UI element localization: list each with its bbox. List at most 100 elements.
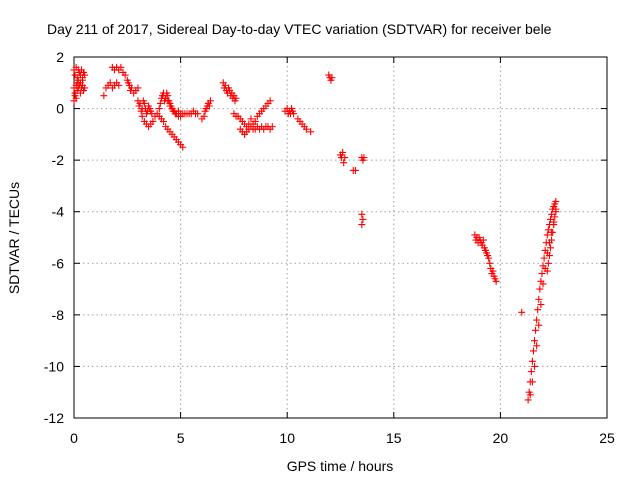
- data-point: [358, 210, 366, 218]
- x-tick-label: 5: [177, 430, 185, 446]
- data-point: [489, 267, 497, 275]
- data-point: [81, 84, 89, 92]
- y-tick-label: -10: [44, 358, 64, 374]
- data-point: [341, 154, 349, 162]
- plot-frame: [73, 56, 608, 419]
- y-tick-label: 2: [56, 49, 64, 65]
- data-point: [79, 76, 87, 84]
- data-point: [492, 277, 500, 285]
- data-point: [534, 306, 542, 314]
- data-point: [232, 94, 240, 102]
- y-tick-label: -2: [52, 152, 65, 168]
- data-point: [535, 295, 543, 303]
- data-point: [526, 391, 534, 399]
- data-point: [140, 99, 148, 107]
- data-series: [70, 63, 560, 404]
- x-tick-label: 10: [279, 430, 295, 446]
- y-axis-label: SDTVAR / TECUs: [6, 182, 22, 294]
- data-point: [548, 236, 556, 244]
- data-point: [539, 280, 547, 288]
- data-point: [358, 221, 366, 229]
- data-point: [149, 117, 157, 125]
- x-tick-label: 20: [493, 430, 509, 446]
- data-point: [479, 236, 487, 244]
- data-point: [121, 71, 129, 79]
- data-point: [307, 128, 315, 136]
- data-point: [179, 143, 187, 151]
- data-point: [194, 110, 202, 118]
- data-point: [81, 71, 89, 79]
- y-tick-label: -12: [44, 410, 64, 426]
- data-point: [551, 213, 559, 221]
- data-point: [106, 79, 114, 87]
- data-point: [531, 337, 539, 345]
- data-point: [205, 102, 213, 110]
- data-point: [138, 112, 146, 120]
- x-tick-label: 0: [70, 430, 78, 446]
- data-point: [268, 123, 276, 131]
- data-point: [117, 63, 125, 71]
- data-point: [351, 166, 359, 174]
- data-point: [545, 252, 553, 260]
- data-point: [518, 308, 526, 316]
- data-point: [156, 99, 164, 107]
- data-point: [527, 368, 535, 376]
- data-point: [134, 84, 142, 92]
- data-point: [360, 154, 368, 162]
- data-point: [529, 347, 537, 355]
- data-point: [538, 270, 546, 278]
- data-point: [72, 94, 80, 102]
- data-point: [535, 321, 543, 329]
- data-point: [552, 205, 560, 213]
- data-point: [543, 231, 551, 239]
- y-tick-label: -8: [52, 307, 65, 323]
- chart-grid: [74, 57, 607, 418]
- data-point: [547, 244, 555, 252]
- data-point: [544, 259, 552, 267]
- data-point: [164, 97, 172, 105]
- data-point: [359, 215, 367, 223]
- data-point: [543, 267, 551, 275]
- data-point: [528, 357, 536, 365]
- data-point: [540, 254, 548, 262]
- data-point: [328, 74, 336, 82]
- data-point: [247, 115, 255, 123]
- data-point: [266, 97, 274, 105]
- data-point: [128, 84, 136, 92]
- data-point: [200, 112, 208, 120]
- data-point: [100, 92, 108, 100]
- data-point: [339, 148, 347, 156]
- data-point: [524, 396, 532, 404]
- data-point: [533, 316, 541, 324]
- data-point: [532, 326, 540, 334]
- data-point: [550, 221, 558, 229]
- data-point: [528, 378, 536, 386]
- data-point: [485, 254, 493, 262]
- y-tick-label: -6: [52, 255, 65, 271]
- y-tick-label: -4: [52, 204, 65, 220]
- data-point: [531, 362, 539, 370]
- axis-ticks: 0 5 10 15 20 25 -12 -10 -8 -6 -4 -2 0 2: [44, 49, 615, 446]
- x-tick-label: 25: [599, 430, 615, 446]
- data-point: [245, 125, 253, 133]
- x-axis-label: GPS time / hours: [287, 458, 394, 474]
- data-point: [155, 105, 163, 113]
- data-point: [115, 81, 123, 89]
- data-point: [486, 259, 494, 267]
- x-tick-label: 15: [386, 430, 402, 446]
- data-point: [160, 117, 168, 125]
- data-point: [206, 97, 214, 105]
- data-point: [76, 89, 84, 97]
- data-point: [552, 197, 560, 205]
- data-point: [251, 117, 259, 125]
- y-tick-label: 0: [56, 101, 64, 117]
- data-point: [533, 342, 541, 350]
- chart-title: Day 211 of 2017, Sidereal Day-to-day VTE…: [47, 21, 552, 37]
- data-point: [290, 110, 298, 118]
- data-point: [549, 228, 557, 236]
- data-point: [302, 125, 310, 133]
- data-point: [340, 159, 348, 167]
- data-point: [537, 301, 545, 309]
- data-point: [536, 285, 544, 293]
